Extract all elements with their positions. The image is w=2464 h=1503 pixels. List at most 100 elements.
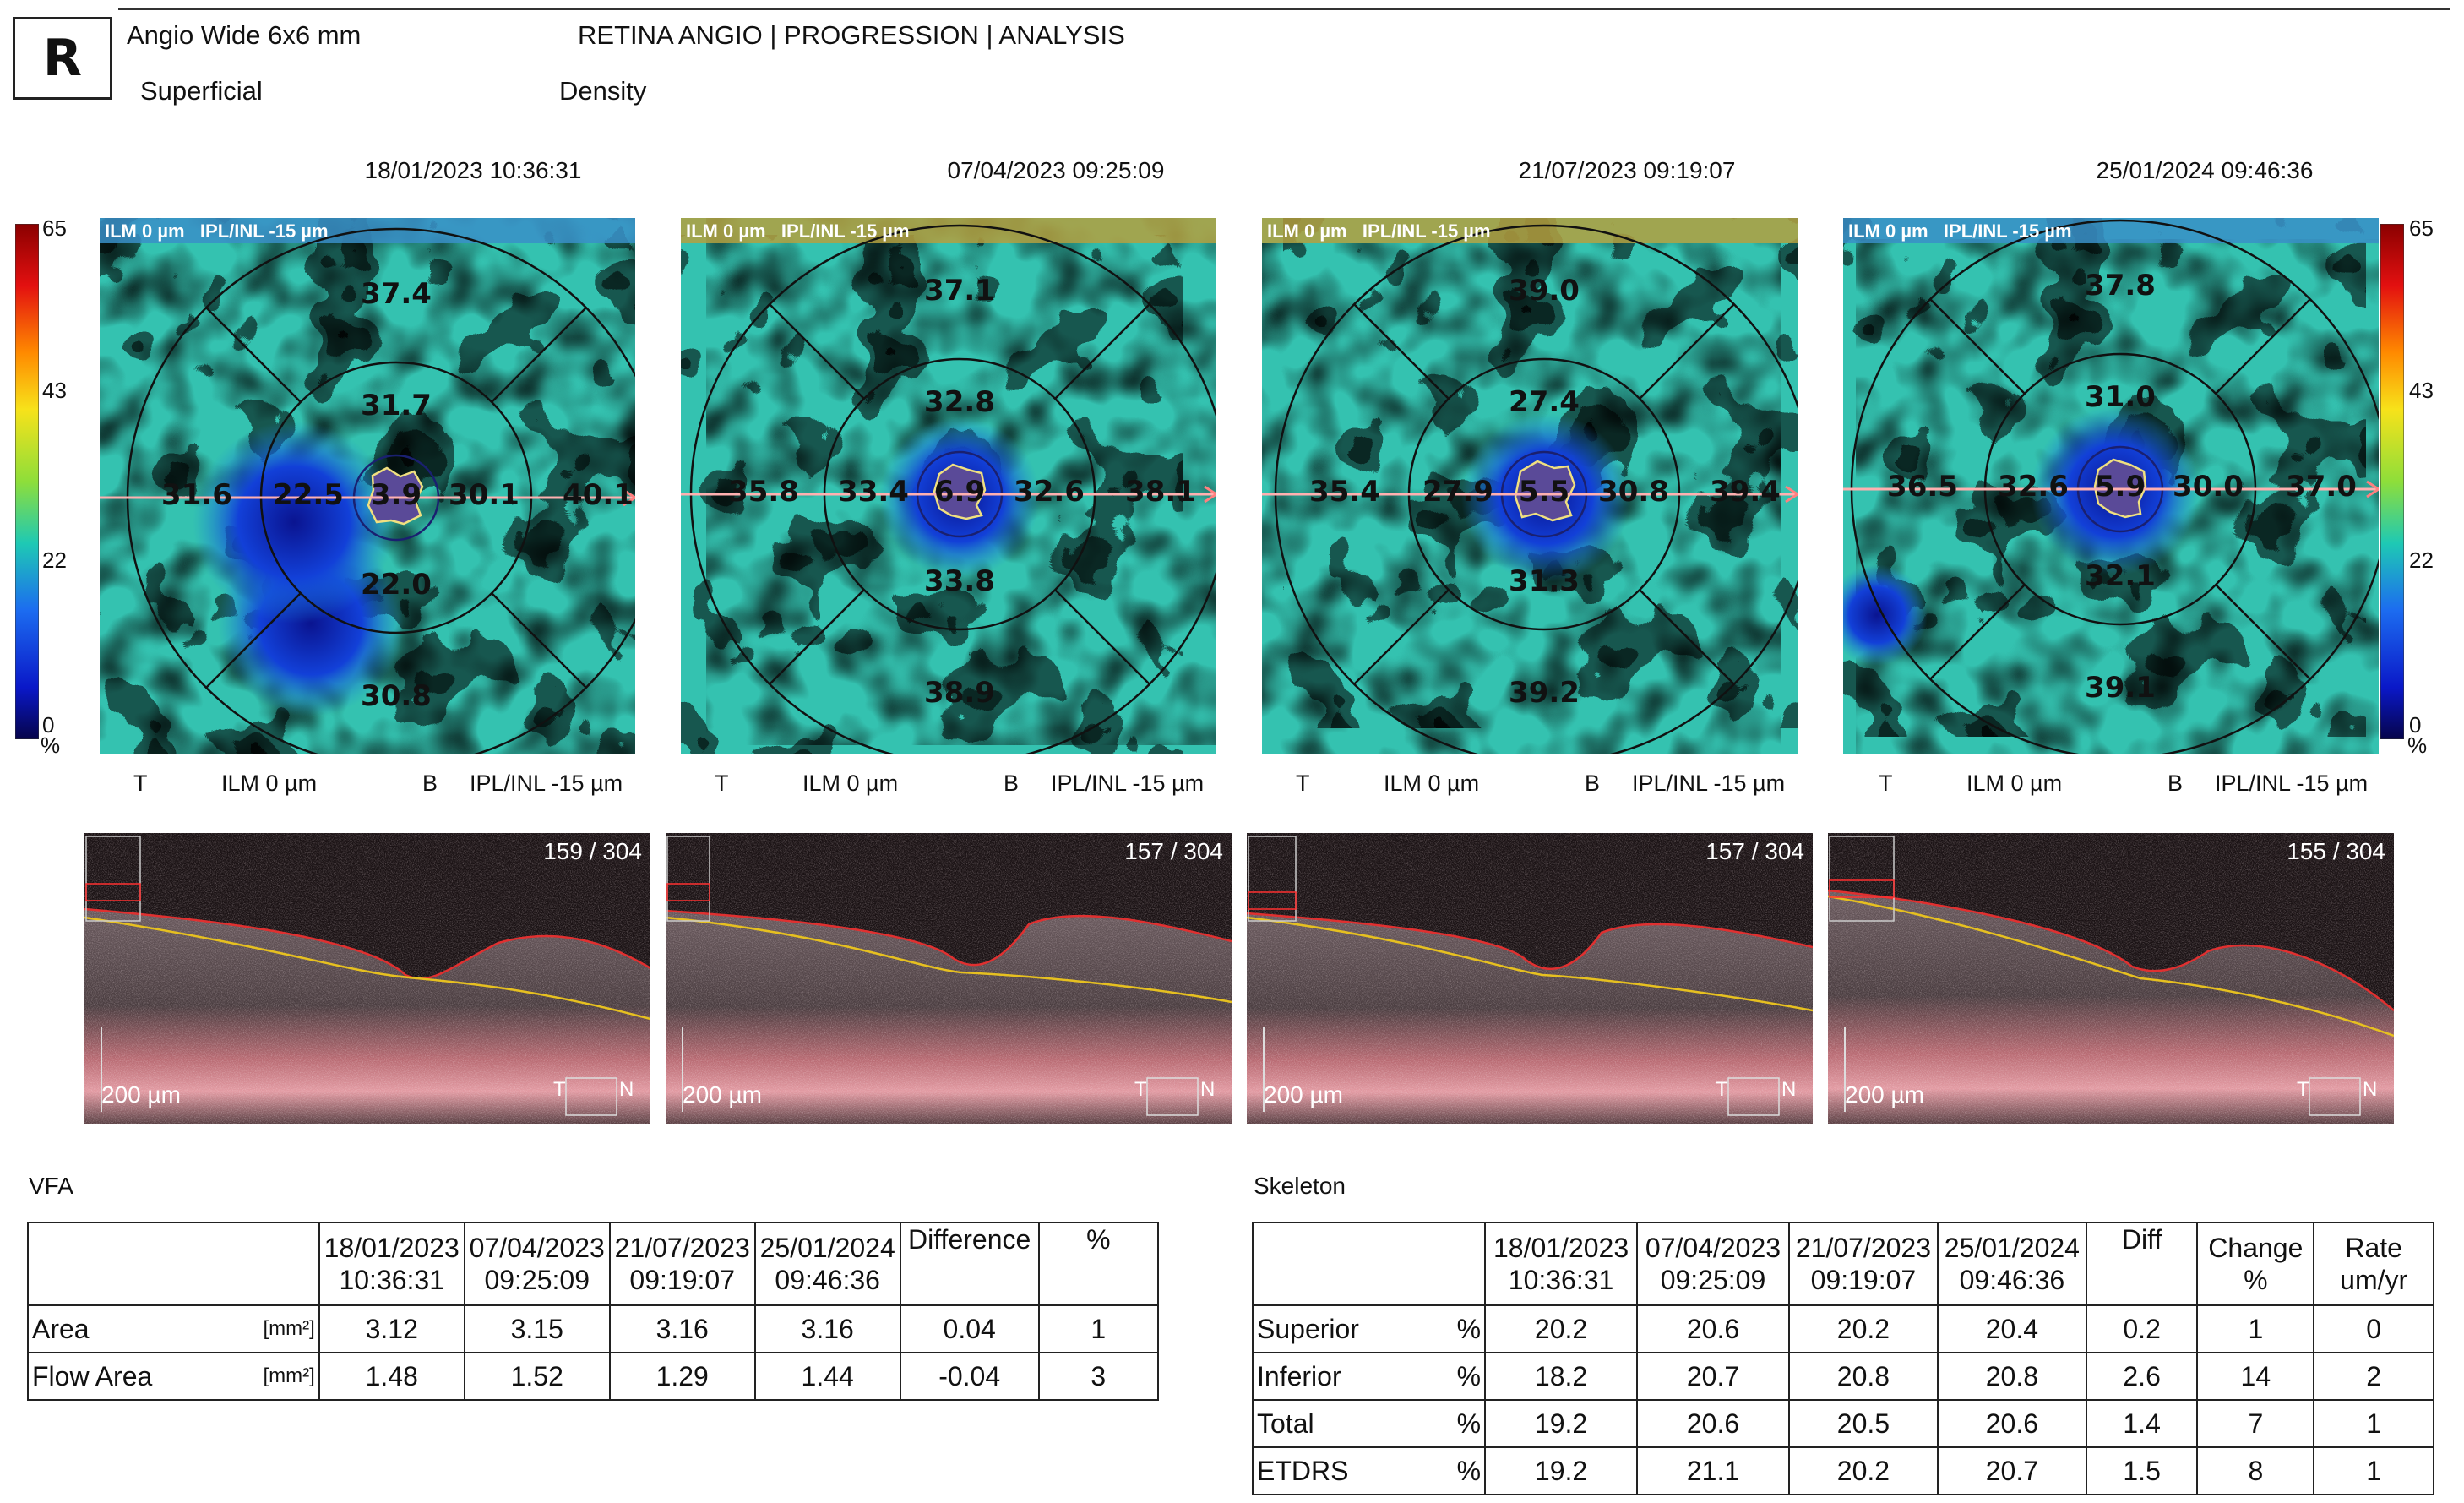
map-1-overlay-label: ILM 0 µm IPL/INL -15 µm [105,221,329,242]
skeleton-cell: 20.2 [1484,1304,1639,1353]
map-4-footer-ilm: ILM 0 µm [1966,771,2063,796]
map-3-footer-ilm: ILM 0 µm [1384,771,1480,796]
skeleton-header-cell: Rate um/yr [2313,1222,2434,1306]
density-map-2: ILM 0 µm IPL/INL -15 µm 37.1 32.8 35.8 3… [681,218,1216,754]
map-1-center: 3.9 [370,478,422,512]
bscan-2-n: N [1200,1078,1216,1101]
vfa-cell: 3 [1037,1352,1160,1401]
bscan-2-frame: 157 / 304 [1124,838,1223,864]
density-map-1: ILM 0 µm IPL/INL -15 µm 37.4 31.7 31.6 2… [100,218,635,754]
map-1-inferior-outer: 30.8 [361,679,432,713]
vfa-header-cell: 07/04/2023 09:25:09 [463,1222,611,1306]
map-3-temporal-inner: 27.9 [1422,475,1493,509]
map-4-nasal-inner: 30.0 [2173,470,2244,504]
skeleton-cell: 0.2 [2085,1304,2199,1353]
map-1-footer-b: B [422,771,438,796]
skeleton-cell: 8 [2196,1446,2315,1495]
vfa-cell: 1.52 [463,1352,611,1401]
map-4-temporal-outer: 36.5 [1887,470,1958,504]
map-3-superior-inner: 27.4 [1509,385,1580,419]
bscan-1-t: T [553,1078,566,1101]
vfa-table: 18/01/2023 10:36:31 07/04/2023 09:25:09 21… [27,1222,1160,1401]
skeleton-cell: 19.2 [1484,1399,1639,1448]
vfa-cell: 3.15 [463,1304,611,1353]
vfa-cell: 3.12 [318,1304,465,1353]
skeleton-header-cell: 21/07/2023 09:19:07 [1787,1222,1939,1306]
skeleton-cell: 19.2 [1484,1446,1639,1495]
vfa-row-label: Flow Area [32,1360,153,1391]
map-4-footer-b: B [2168,771,2184,796]
vfa-header-cell: % [1037,1222,1160,1306]
scan-type: Angio Wide 6x6 mm [127,20,362,50]
skeleton-row-unit: % [1456,1408,1482,1439]
density-map-3: ILM 0 µm IPL/INL -15 µm 39.0 27.4 35.4 2… [1262,218,1798,754]
skeleton-row-etdrs: ETDRS% 19.2 21.1 20.2 20.7 1.5 8 1 [1251,1446,2434,1495]
skeleton-row-label: Superior [1257,1313,1359,1344]
skeleton-cell: 20.6 [1636,1304,1790,1353]
vfa-cell: 1.48 [318,1352,465,1401]
colorbar-left-tick-22: 22 [42,547,67,573]
bscan-1: 159 / 304 200 µm T N [84,833,650,1124]
colorbar-right-tick-max: 65 [2409,215,2434,241]
vfa-header-cell: 18/01/2023 10:36:31 [318,1222,465,1306]
vfa-cell: 3.16 [753,1304,901,1353]
map-3-inferior-outer: 39.2 [1509,676,1580,710]
map-2-superior-outer: 37.1 [924,274,995,308]
map-3-inferior-inner: 31.3 [1509,564,1580,598]
skeleton-cell: 0 [2313,1304,2434,1353]
map-1-nasal-outer: 40.1 [563,478,634,512]
exam-date-2: 07/04/2023 09:25:09 [947,157,1165,183]
vfa-row-unit: [mm²] [263,1316,315,1340]
skeleton-cell: 20.7 [1636,1352,1790,1401]
map-4-center: 5.9 [2094,470,2146,504]
skeleton-cell: 20.4 [1936,1304,2087,1353]
bscan-4-frame: 155 / 304 [2287,838,2385,864]
bscan-1-n: N [619,1078,634,1101]
skeleton-row-total: Total% 19.2 20.6 20.5 20.6 1.4 7 1 [1251,1399,2434,1448]
map-4-nasal-outer: 37.0 [2286,470,2357,504]
map-2-temporal-outer: 35.8 [728,475,799,509]
skeleton-cell: 20.2 [1787,1446,1939,1495]
skeleton-cell: 20.6 [1936,1399,2087,1448]
map-4-superior-outer: 37.8 [2085,269,2156,302]
map-4-temporal-inner: 32.6 [1998,470,2069,504]
map-3-overlay-label: ILM 0 µm IPL/INL -15 µm [1267,221,1491,242]
vfa-cell: 3.16 [608,1304,756,1353]
map-3-footer-t: T [1296,771,1310,796]
skeleton-row-superior: Superior% 20.2 20.6 20.2 20.4 0.2 1 0 [1251,1304,2434,1353]
vfa-header-cell: Difference [899,1222,1040,1306]
bscan-1-frame: 159 / 304 [543,838,642,864]
map-4-superior-inner: 31.0 [2085,380,2156,414]
skeleton-header-cell: 25/01/2024 09:46:36 [1936,1222,2087,1306]
map-2-inferior-outer: 38.9 [924,676,995,710]
exam-date-4: 25/01/2024 09:46:36 [2096,157,2314,183]
skeleton-cell: 1 [2313,1399,2434,1448]
exam-date-1: 18/01/2023 10:36:31 [364,157,582,183]
skeleton-cell: 2.6 [2085,1352,2199,1401]
skeleton-title: Skeleton [1254,1173,1346,1199]
skeleton-cell: 20.8 [1936,1352,2087,1401]
map-2-inferior-inner: 33.8 [924,564,995,598]
skeleton-cell: 20.8 [1787,1352,1939,1401]
map-3-center: 5.5 [1518,475,1570,509]
colorbar-left [15,224,39,739]
bscan-1-scale: 200 µm [101,1081,181,1108]
colorbar-left-unit: % [41,732,61,758]
skeleton-row-label: Total [1257,1408,1314,1439]
bscan-3: 157 / 304 200 µm T N [1247,833,1813,1124]
vfa-header-cell: 21/07/2023 09:19:07 [608,1222,756,1306]
skeleton-header-cell: Diff [2085,1222,2199,1306]
vfa-row-area: Area [mm²] 3.12 3.15 3.16 3.16 0.04 1 [27,1304,1160,1353]
skeleton-cell: 7 [2196,1399,2315,1448]
skeleton-cell: 18.2 [1484,1352,1639,1401]
exam-date-3: 21/07/2023 09:19:07 [1518,157,1736,183]
map-4-overlay-label: ILM 0 µm IPL/INL -15 µm [1848,221,2072,242]
map-4-inferior-inner: 32.1 [2085,559,2156,593]
map-1-inferior-inner: 22.0 [361,568,432,602]
skeleton-cell: 1 [2196,1304,2315,1353]
map-4-footer-ipl: IPL/INL -15 µm [2215,771,2369,796]
skeleton-cell: 2 [2313,1352,2434,1401]
skeleton-cell: 14 [2196,1352,2315,1401]
bscan-2: 157 / 304 200 µm T N [666,833,1232,1124]
map-2-temporal-inner: 33.4 [838,475,909,509]
